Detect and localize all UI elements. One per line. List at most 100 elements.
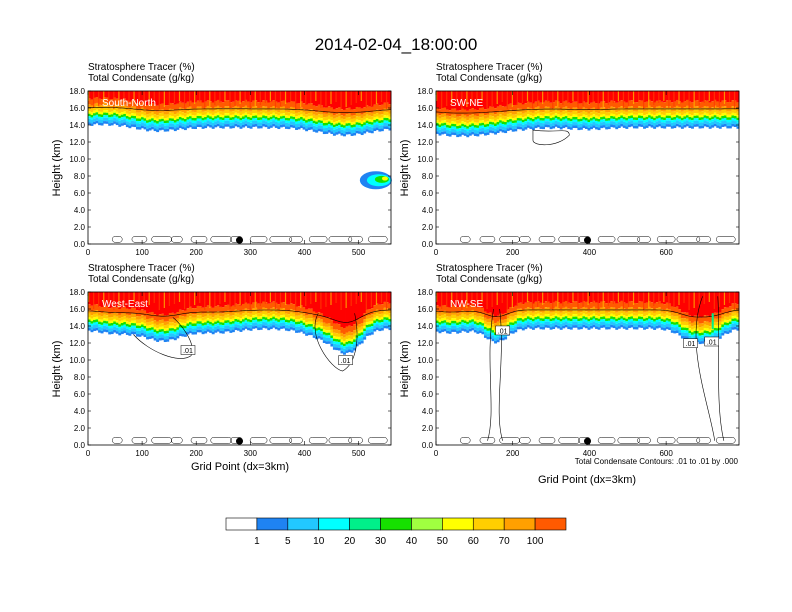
tracer-cell bbox=[307, 326, 311, 330]
tracer-cell bbox=[128, 333, 132, 336]
tracer-cell bbox=[584, 111, 588, 116]
tracer-cell bbox=[262, 100, 266, 107]
tracer-cell bbox=[539, 312, 543, 316]
tracer-cell bbox=[683, 91, 687, 102]
tracer-cell bbox=[688, 330, 692, 334]
tracer-cell bbox=[597, 116, 601, 120]
tracer-cell bbox=[723, 324, 727, 328]
tracer-cell bbox=[600, 321, 604, 326]
tracer-cell bbox=[638, 112, 641, 116]
tracer-cell bbox=[249, 126, 253, 129]
tracer-cell bbox=[736, 115, 740, 118]
tracer-cell bbox=[153, 125, 157, 129]
tracer-cell bbox=[733, 124, 737, 127]
tracer-cell bbox=[274, 323, 278, 327]
tracer-cell bbox=[325, 292, 329, 318]
tracer-cell bbox=[325, 323, 329, 327]
tracer-cell bbox=[330, 120, 334, 123]
tracer-cell bbox=[587, 327, 591, 330]
tracer-cell bbox=[221, 115, 225, 118]
tracer-cell bbox=[562, 317, 566, 320]
tracer-cell bbox=[307, 314, 311, 319]
tracer-cell bbox=[630, 321, 634, 325]
tracer-cell bbox=[731, 303, 735, 310]
tracer-cell bbox=[168, 115, 172, 119]
tracer-cell bbox=[501, 323, 505, 327]
tracer-cell bbox=[463, 320, 467, 324]
tracer-cell bbox=[625, 102, 629, 109]
tracer-cell bbox=[453, 329, 457, 332]
tracer-cell bbox=[125, 118, 129, 122]
tracer-cell bbox=[337, 292, 341, 325]
tracer-cell bbox=[650, 101, 654, 108]
tracer-cell bbox=[691, 108, 694, 112]
tracer-streak bbox=[602, 292, 604, 308]
tracer-cell bbox=[569, 118, 573, 122]
tracer-cell bbox=[118, 329, 122, 333]
tracer-cell bbox=[481, 107, 485, 114]
tracer-cell bbox=[663, 319, 667, 323]
tracer-cell bbox=[206, 325, 210, 330]
tracer-cell bbox=[438, 115, 442, 119]
tracer-cell bbox=[559, 120, 563, 124]
tracer-cell bbox=[718, 91, 722, 103]
tracer-cell bbox=[612, 317, 616, 320]
tracer-streak bbox=[335, 292, 337, 303]
tracer-cell bbox=[105, 115, 109, 118]
tracer-cell bbox=[110, 320, 114, 324]
tracer-cell bbox=[343, 341, 346, 344]
tracer-cell bbox=[529, 302, 533, 309]
tracer-cell bbox=[579, 127, 583, 130]
tracer-cell bbox=[161, 323, 165, 327]
tracer-cell bbox=[478, 120, 482, 124]
tracer-cell bbox=[249, 324, 253, 329]
tracer-cell bbox=[110, 104, 114, 109]
tracer-cell bbox=[332, 323, 336, 330]
tracer-cell bbox=[521, 119, 525, 123]
condensate-contour bbox=[519, 236, 531, 243]
tracer-cell bbox=[504, 119, 508, 123]
tracer-cell bbox=[595, 322, 598, 327]
tracer-cell bbox=[284, 322, 288, 325]
tracer-cell bbox=[125, 308, 129, 315]
tracer-cell bbox=[108, 308, 112, 315]
tracer-cell bbox=[267, 313, 271, 317]
condensate-contour bbox=[558, 437, 580, 444]
tracer-cell bbox=[201, 328, 205, 332]
tracer-streak bbox=[284, 91, 287, 104]
tracer-cell bbox=[519, 292, 523, 303]
tracer-streak bbox=[567, 91, 569, 103]
tracer-streak bbox=[688, 91, 690, 109]
tracer-cell bbox=[463, 91, 467, 110]
tracer-cell bbox=[539, 111, 543, 116]
tracer-cell bbox=[123, 316, 127, 320]
tracer-cell bbox=[216, 112, 220, 116]
tracer-cell bbox=[98, 108, 102, 112]
tracer-cell bbox=[496, 119, 500, 122]
tracer-cell bbox=[269, 315, 273, 319]
tracer-cell bbox=[206, 323, 210, 326]
tracer-cell bbox=[340, 342, 344, 345]
tracer-cell bbox=[290, 116, 293, 119]
tracer-cell bbox=[247, 121, 250, 126]
tracer-cell bbox=[267, 122, 271, 127]
tracer-cell bbox=[292, 125, 296, 128]
tracer-cell bbox=[310, 318, 314, 322]
tracer-cell bbox=[640, 321, 644, 326]
tracer-cell bbox=[506, 110, 510, 114]
tracer-cell bbox=[375, 119, 379, 122]
tracer-cell bbox=[191, 102, 195, 109]
tracer-streak bbox=[113, 91, 115, 109]
tracer-cell bbox=[345, 335, 349, 340]
tracer-cell bbox=[378, 123, 382, 126]
tracer-cell bbox=[229, 114, 233, 118]
tracer-cell bbox=[534, 311, 538, 315]
tracer-cell bbox=[272, 120, 276, 124]
tracer-cell bbox=[368, 329, 372, 333]
tracer-cell bbox=[348, 120, 351, 124]
tracer-cell bbox=[95, 91, 99, 98]
tracer-cell bbox=[567, 315, 571, 319]
tracer-cell bbox=[446, 127, 450, 130]
tracer-cell bbox=[378, 328, 382, 332]
tracer-cell bbox=[554, 106, 558, 110]
